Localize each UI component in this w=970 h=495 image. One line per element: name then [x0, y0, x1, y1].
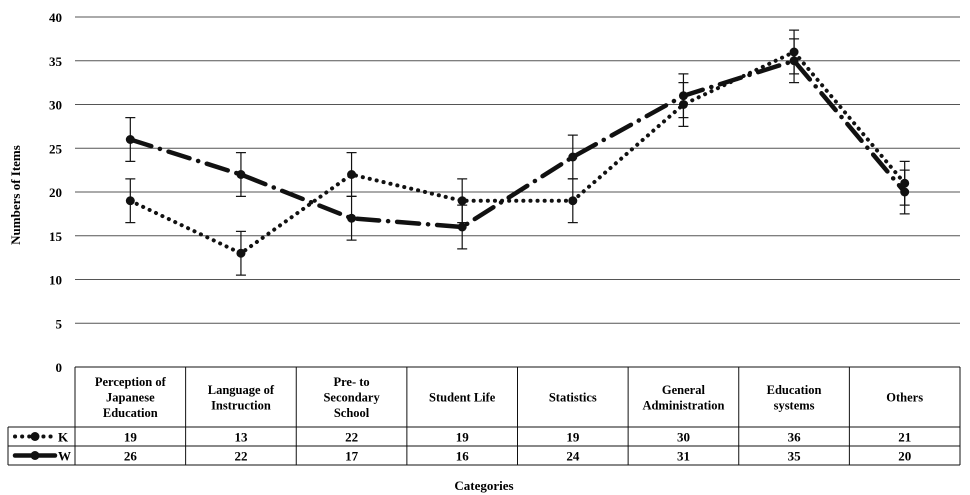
y-tick-labels: 0 5 10 15 20 25 30 35 40: [49, 10, 63, 375]
table-cell-value: 36: [788, 430, 802, 445]
table-cell-value: 30: [677, 430, 690, 445]
gridlines: [75, 16, 960, 324]
table-cell-value: 22: [234, 449, 247, 464]
data-table: Perception of Japanese Education Language o…: [7, 366, 961, 466]
y-tick-label: 15: [49, 229, 63, 244]
y-tick-label: 25: [49, 141, 63, 156]
data-point-K: [568, 196, 578, 206]
table-cell-value: 16: [456, 449, 470, 464]
y-tick-label: 0: [56, 360, 63, 375]
category-label: Pre- to Secondary School: [323, 375, 380, 420]
y-tick-label: 5: [56, 316, 63, 331]
table-cell-value: 35: [788, 449, 802, 464]
category-label: Language of Instruction: [208, 383, 275, 413]
legend-label: K: [58, 430, 69, 445]
table-cell-value: 22: [345, 430, 358, 445]
table-cell-value: 24: [566, 449, 580, 464]
category-label: Others: [886, 391, 923, 405]
table-cell-value: 17: [345, 449, 359, 464]
series-lines: [128, 49, 907, 256]
table-cell-value: 19: [124, 430, 138, 445]
table-cell-value: 19: [566, 430, 580, 445]
data-point-K: [678, 100, 688, 109]
table-cell-value: 20: [898, 449, 911, 464]
data-point-K: [125, 196, 135, 206]
data-points: [125, 47, 910, 258]
data-point-W: [457, 222, 467, 232]
error-bars: [125, 29, 910, 276]
series-line-W: [128, 58, 907, 230]
legend-key-W: [12, 451, 58, 460]
category-label: Statistics: [549, 391, 597, 405]
data-point-K: [236, 248, 246, 258]
y-axis-title: Numbers of Items: [8, 145, 23, 245]
table-cell-value: 19: [456, 430, 470, 445]
category-label: Perception of Japanese Education: [95, 375, 167, 420]
data-point-W: [789, 56, 799, 66]
y-tick-label: 40: [49, 10, 62, 25]
table-cell-value: 31: [677, 449, 690, 464]
y-tick-label: 20: [49, 185, 62, 200]
data-point-W: [125, 135, 135, 144]
category-label: Education systems: [767, 383, 822, 413]
data-point-W: [347, 213, 357, 223]
category-label: Student Life: [429, 391, 496, 405]
series-line-K: [128, 49, 907, 256]
table-cell-value: 21: [898, 430, 911, 445]
x-axis-title: Categories: [454, 478, 513, 493]
data-point-W: [678, 91, 688, 101]
data-point-K: [900, 178, 910, 188]
y-tick-label: 30: [49, 98, 62, 113]
table-cell-value: 26: [124, 449, 138, 464]
y-tick-label: 35: [49, 54, 63, 69]
data-point-W: [568, 152, 578, 162]
data-point-W: [900, 187, 910, 197]
data-point-K: [347, 170, 357, 179]
category-label: General Administration: [642, 383, 724, 413]
data-point-K: [789, 47, 799, 57]
table-cell-value: 13: [234, 430, 248, 445]
y-tick-label: 10: [49, 273, 62, 288]
data-point-K: [457, 196, 467, 206]
legend-key-K: [13, 432, 57, 441]
data-point-W: [236, 170, 246, 179]
legend-label: W: [58, 449, 71, 464]
